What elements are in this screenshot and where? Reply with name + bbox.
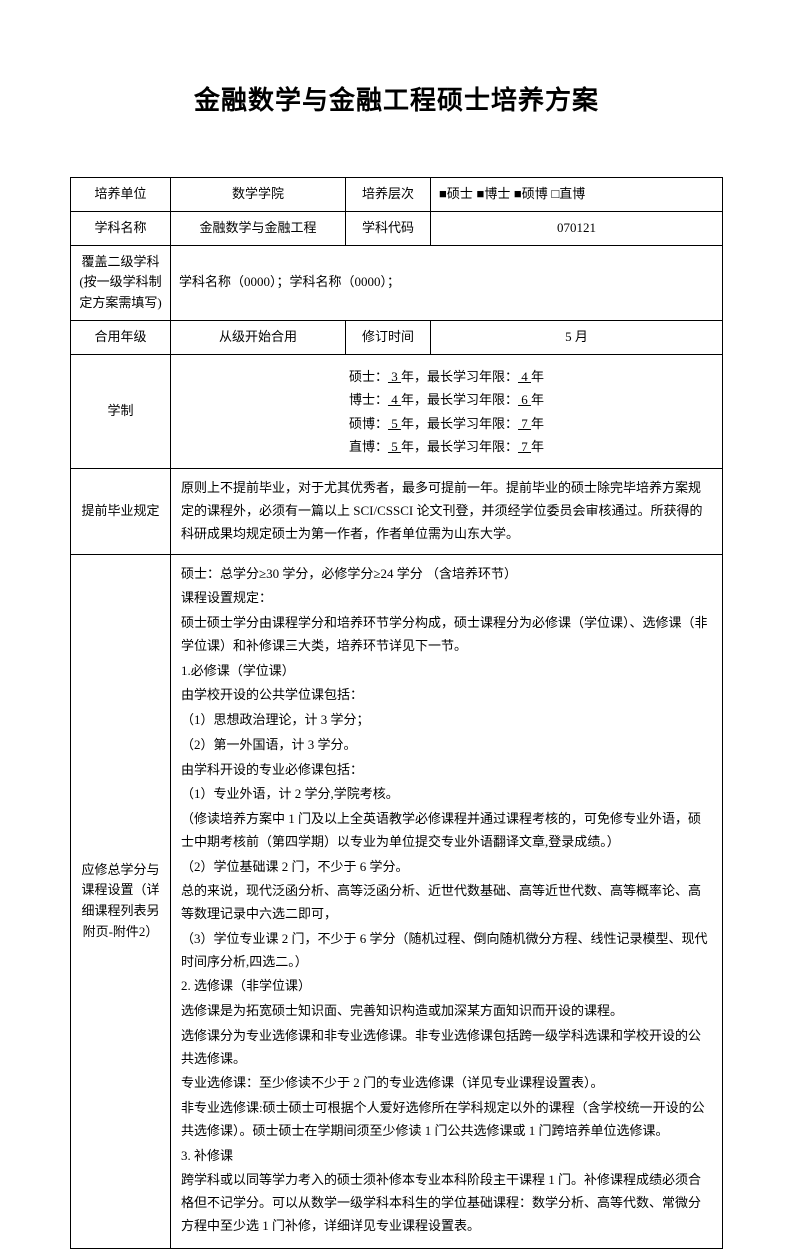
val-level: ■硕士 ■博士 ■硕博 □直博 xyxy=(431,178,723,212)
val-revise: 5 月 xyxy=(431,320,723,354)
row-duration: 学制 硕士： 3 年，最长学习年限： 4 年 博士： 4 年，最长学习年限： 6… xyxy=(71,354,723,469)
label-unit: 培养单位 xyxy=(71,178,171,212)
val-credits: 硕士：总学分≥30 学分，必修学分≥24 学分 （含培养环节） 课程设置规定： … xyxy=(171,554,723,1248)
label-coverage: 覆盖二级学科(按一级学科制定方案需填写) xyxy=(71,245,171,320)
row-grade: 合用年级 从级开始合用 修订时间 5 月 xyxy=(71,320,723,354)
val-subject: 金融数学与金融工程 xyxy=(171,211,346,245)
label-revise: 修订时间 xyxy=(346,320,431,354)
val-code: 070121 xyxy=(431,211,723,245)
row-coverage: 覆盖二级学科(按一级学科制定方案需填写) 学科名称（0000）；学科名称（000… xyxy=(71,245,723,320)
row-credits: 应修总学分与课程设置（详细课程列表另附页-附件2） 硕士：总学分≥30 学分，必… xyxy=(71,554,723,1248)
label-grade: 合用年级 xyxy=(71,320,171,354)
val-unit: 数学学院 xyxy=(171,178,346,212)
label-code: 学科代码 xyxy=(346,211,431,245)
label-early-grad: 提前毕业规定 xyxy=(71,469,171,554)
val-duration: 硕士： 3 年，最长学习年限： 4 年 博士： 4 年，最长学习年限： 6 年 … xyxy=(171,354,723,469)
label-subject: 学科名称 xyxy=(71,211,171,245)
main-table: 培养单位 数学学院 培养层次 ■硕士 ■博士 ■硕博 □直博 学科名称 金融数学… xyxy=(70,177,723,1249)
val-grade: 从级开始合用 xyxy=(171,320,346,354)
row-unit: 培养单位 数学学院 培养层次 ■硕士 ■博士 ■硕博 □直博 xyxy=(71,178,723,212)
row-early-grad: 提前毕业规定 原则上不提前毕业，对于尤其优秀者，最多可提前一年。提前毕业的硕士除… xyxy=(71,469,723,554)
label-duration: 学制 xyxy=(71,354,171,469)
document-title: 金融数学与金融工程硕士培养方案 xyxy=(70,80,723,117)
label-credits: 应修总学分与课程设置（详细课程列表另附页-附件2） xyxy=(71,554,171,1248)
val-coverage: 学科名称（0000）；学科名称（0000）； xyxy=(171,245,723,320)
label-level: 培养层次 xyxy=(346,178,431,212)
row-subject: 学科名称 金融数学与金融工程 学科代码 070121 xyxy=(71,211,723,245)
val-early-grad: 原则上不提前毕业，对于尤其优秀者，最多可提前一年。提前毕业的硕士除完毕培养方案规… xyxy=(171,469,723,554)
